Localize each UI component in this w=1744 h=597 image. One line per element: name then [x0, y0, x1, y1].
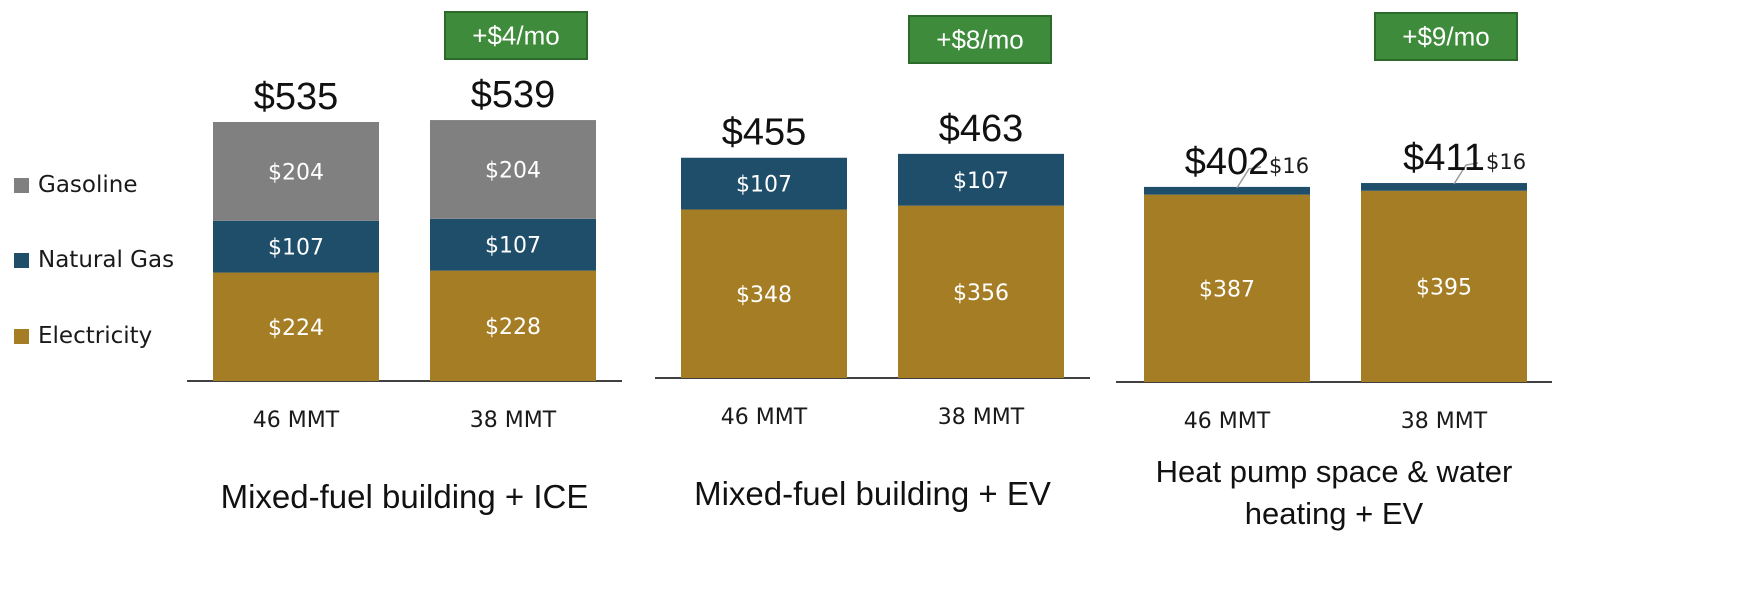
- group-3-bar-1-natural-gas-segment: [1144, 186, 1310, 195]
- group-2-badge: [908, 15, 1052, 64]
- group-2-title: Mixed-fuel building + EV: [694, 475, 1051, 512]
- group-1-bar-2-natural-gas-value-label: $107: [485, 234, 541, 259]
- group-2-bar-2-category-label: 38 MMT: [938, 405, 1025, 430]
- group-1-bar-2-electricity-value-label: $228: [485, 315, 541, 340]
- group-1-title: Mixed-fuel building + ICE: [221, 478, 589, 515]
- legend-item-natural-gas: Natural Gas: [14, 247, 174, 273]
- group-1-bar-1-electricity-segment: [213, 272, 379, 381]
- group-3-bar-1-electricity-segment: [1144, 194, 1310, 382]
- group-3-bar-2-natural-gas-value-label: $16: [1486, 150, 1526, 174]
- group-1-bar-2-gasoline-value-label: $204: [485, 158, 541, 183]
- group-3-badge: [1374, 12, 1518, 61]
- group-3-bar-1-natural-gas-value-label: $16: [1269, 154, 1309, 178]
- group-1-bar-1-natural-gas-segment: [213, 220, 379, 273]
- group-3-bar-2-total-label: $411: [1403, 137, 1485, 179]
- group-2-bar-2-electricity-value-label: $356: [953, 281, 1009, 306]
- group-3-title-line-1: Heat pump space & water: [1156, 454, 1513, 489]
- group-1-bar-1-electricity-value-label: $224: [268, 316, 324, 341]
- group-1-badge: [444, 11, 588, 60]
- group-2-bar-1-electricity-segment: [681, 209, 847, 378]
- group-2-badge-label: +$8/mo: [936, 25, 1023, 55]
- group-2-bar-1-category-label: 46 MMT: [721, 405, 808, 430]
- group-2-bar-1-electricity-value-label: $348: [736, 283, 792, 308]
- group-1-bar-1-total-label: $535: [254, 76, 339, 118]
- group-1-bar-1-gasoline-segment: [213, 122, 379, 221]
- legend-label-electricity: Electricity: [38, 323, 153, 349]
- legend-swatch-electricity: [14, 328, 29, 344]
- group-3-bar-2-electricity-segment: [1361, 190, 1527, 382]
- group-2-bar-1-total-label: $455: [722, 112, 807, 154]
- group-1-bar-2-electricity-segment: [430, 270, 596, 381]
- group-1-bar-1-gasoline-value-label: $204: [268, 160, 324, 185]
- group-1-bar-2-gasoline-segment: [430, 120, 596, 219]
- group-1-bar-2-total-label: $539: [471, 74, 556, 116]
- group-3-bar-1-category-label: 46 MMT: [1184, 409, 1271, 434]
- group-3-title: Heat pump space & water heating + EV: [1156, 454, 1513, 531]
- legend-label-gasoline: Gasoline: [38, 172, 138, 198]
- legend: Gasoline Natural Gas Electricity: [14, 160, 214, 360]
- legend-swatch-natural-gas: [14, 252, 29, 268]
- group-1-bar-1-natural-gas-value-label: $107: [268, 236, 324, 261]
- group-3-bar-1-natural-gas-callout-line: [1236, 166, 1262, 189]
- group-2-bar-1-natural-gas-value-label: $107: [736, 173, 792, 198]
- group-2-bar-2-natural-gas-segment: [898, 153, 1064, 206]
- group-1-bar-2-category-label: 38 MMT: [470, 408, 557, 433]
- group-2-bar-2-electricity-segment: [898, 205, 1064, 378]
- group-3-bar-2-natural-gas-segment: [1361, 183, 1527, 191]
- group-3-bar-2-electricity-value-label: $395: [1416, 275, 1472, 300]
- legend-item-electricity: Electricity: [14, 323, 152, 349]
- group-2-bar-2-total-label: $463: [939, 108, 1024, 150]
- group-3-bar-1-total-label: $402: [1185, 141, 1270, 183]
- group-3-bar-2-natural-gas-callout-line: [1453, 162, 1479, 185]
- group-3-title-line-2: heating + EV: [1245, 496, 1424, 531]
- legend-swatch-gasoline: [14, 177, 29, 193]
- group-1-bar-1-category-label: 46 MMT: [253, 408, 340, 433]
- group-1-bar-2-natural-gas-segment: [430, 218, 596, 271]
- group-1-badge-label: +$4/mo: [472, 21, 559, 51]
- legend-item-gasoline: Gasoline: [14, 172, 137, 198]
- group-2-bar-1-natural-gas-segment: [681, 157, 847, 210]
- group-3-bar-2-category-label: 38 MMT: [1401, 409, 1488, 434]
- group-2-bar-2-natural-gas-value-label: $107: [953, 169, 1009, 194]
- group-3-badge-label: +$9/mo: [1402, 22, 1489, 52]
- legend-label-natural-gas: Natural Gas: [38, 247, 175, 273]
- group-3-bar-1-electricity-value-label: $387: [1199, 277, 1255, 302]
